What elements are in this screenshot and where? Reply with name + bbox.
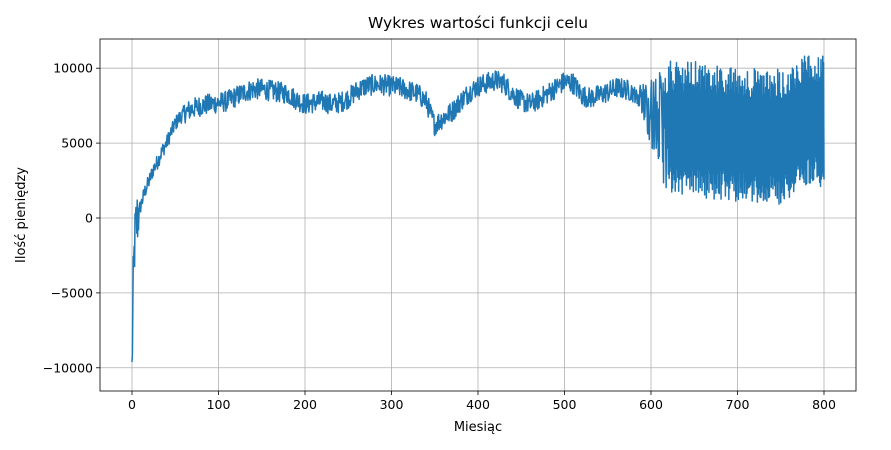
y-tick-label: 10000 bbox=[53, 61, 93, 76]
x-tick-label: 400 bbox=[466, 397, 490, 412]
y-tick-label: −10000 bbox=[43, 360, 93, 375]
y-tick-label: 5000 bbox=[61, 136, 93, 151]
y-axis: −10000 −5000 0 5000 10000 bbox=[43, 61, 100, 375]
x-tick-label: 500 bbox=[553, 397, 577, 412]
y-axis-label: Ilość pieniędzy bbox=[14, 167, 29, 263]
series-layer bbox=[131, 55, 825, 363]
x-tick-label: 100 bbox=[207, 397, 231, 412]
x-axis: 0 100 200 300 400 500 600 700 800 bbox=[128, 391, 836, 412]
x-tick-label: 0 bbox=[128, 397, 136, 412]
x-tick-label: 300 bbox=[380, 397, 404, 412]
y-tick-label: −5000 bbox=[51, 285, 93, 300]
chart-title: Wykres wartości funkcji celu bbox=[368, 14, 588, 32]
y-tick-label: 0 bbox=[85, 210, 93, 225]
x-tick-label: 700 bbox=[726, 397, 750, 412]
x-tick-label: 200 bbox=[293, 397, 317, 412]
x-tick-label: 800 bbox=[812, 397, 836, 412]
x-axis-label: Miesiąc bbox=[454, 420, 502, 435]
x-tick-label: 600 bbox=[639, 397, 663, 412]
series-line bbox=[131, 55, 825, 363]
